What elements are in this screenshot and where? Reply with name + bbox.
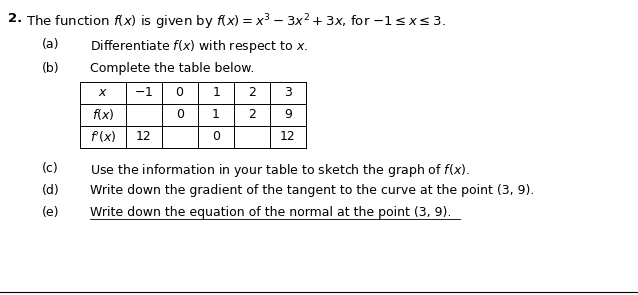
Text: $f'(x)$: $f'(x)$ [90, 129, 116, 145]
Text: Use the information in your table to sketch the graph of $f(x)$.: Use the information in your table to ske… [90, 162, 470, 179]
Text: $2$: $2$ [248, 86, 256, 99]
Text: $f(x)$: $f(x)$ [92, 107, 114, 122]
Text: (d): (d) [42, 184, 60, 197]
Text: Complete the table below.: Complete the table below. [90, 62, 255, 75]
Text: $3$: $3$ [283, 86, 292, 99]
Text: (b): (b) [42, 62, 59, 75]
Text: 1: 1 [212, 109, 220, 122]
Text: 0: 0 [212, 130, 220, 143]
Text: $1$: $1$ [212, 86, 220, 99]
Text: 0: 0 [176, 109, 184, 122]
Text: 2: 2 [248, 109, 256, 122]
Text: $x$: $x$ [98, 86, 108, 99]
Text: 12: 12 [136, 130, 152, 143]
Text: $0$: $0$ [175, 86, 184, 99]
Text: (c): (c) [42, 162, 59, 175]
Text: Differentiate $f(x)$ with respect to $x$.: Differentiate $f(x)$ with respect to $x$… [90, 38, 308, 55]
Text: 9: 9 [284, 109, 292, 122]
Text: 2.: 2. [8, 12, 22, 25]
Text: (a): (a) [42, 38, 59, 51]
Text: $-1$: $-1$ [135, 86, 154, 99]
Text: 12: 12 [280, 130, 296, 143]
Text: Write down the gradient of the tangent to the curve at the point (3, 9).: Write down the gradient of the tangent t… [90, 184, 535, 197]
Text: Write down the equation of the normal at the point (3, 9).: Write down the equation of the normal at… [90, 206, 451, 219]
Text: (e): (e) [42, 206, 59, 219]
Text: The function $f(x)$ is given by $f(x) = x^3 - 3x^2 + 3x$, for $-1 \leq x \leq 3$: The function $f(x)$ is given by $f(x) = … [26, 12, 446, 32]
